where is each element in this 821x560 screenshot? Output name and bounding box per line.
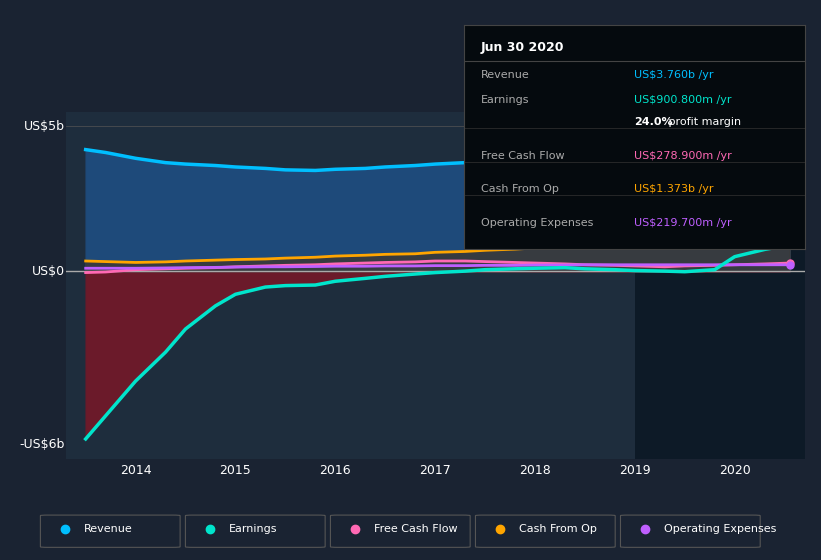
Text: US$3.760b /yr: US$3.760b /yr [635, 70, 713, 80]
Text: Free Cash Flow: Free Cash Flow [481, 151, 565, 161]
Text: Earnings: Earnings [229, 524, 277, 534]
Text: profit margin: profit margin [665, 117, 741, 127]
Text: US$5b: US$5b [24, 120, 65, 133]
Text: Cash From Op: Cash From Op [519, 524, 597, 534]
Text: Earnings: Earnings [481, 95, 530, 105]
Text: Free Cash Flow: Free Cash Flow [374, 524, 458, 534]
Text: US$1.373b /yr: US$1.373b /yr [635, 184, 713, 194]
Text: US$278.900m /yr: US$278.900m /yr [635, 151, 732, 161]
Text: Operating Expenses: Operating Expenses [481, 218, 594, 228]
Text: US$0: US$0 [32, 265, 65, 278]
Text: Jun 30 2020: Jun 30 2020 [481, 41, 564, 54]
Text: US$219.700m /yr: US$219.700m /yr [635, 218, 732, 228]
Text: 24.0%: 24.0% [635, 117, 673, 127]
Bar [635, 112, 805, 459]
Text: Revenue: Revenue [85, 524, 133, 534]
Text: US$900.800m /yr: US$900.800m /yr [635, 95, 732, 105]
Text: -US$6b: -US$6b [20, 438, 65, 451]
Text: Operating Expenses: Operating Expenses [664, 524, 777, 534]
Text: Revenue: Revenue [481, 70, 530, 80]
Text: Cash From Op: Cash From Op [481, 184, 559, 194]
